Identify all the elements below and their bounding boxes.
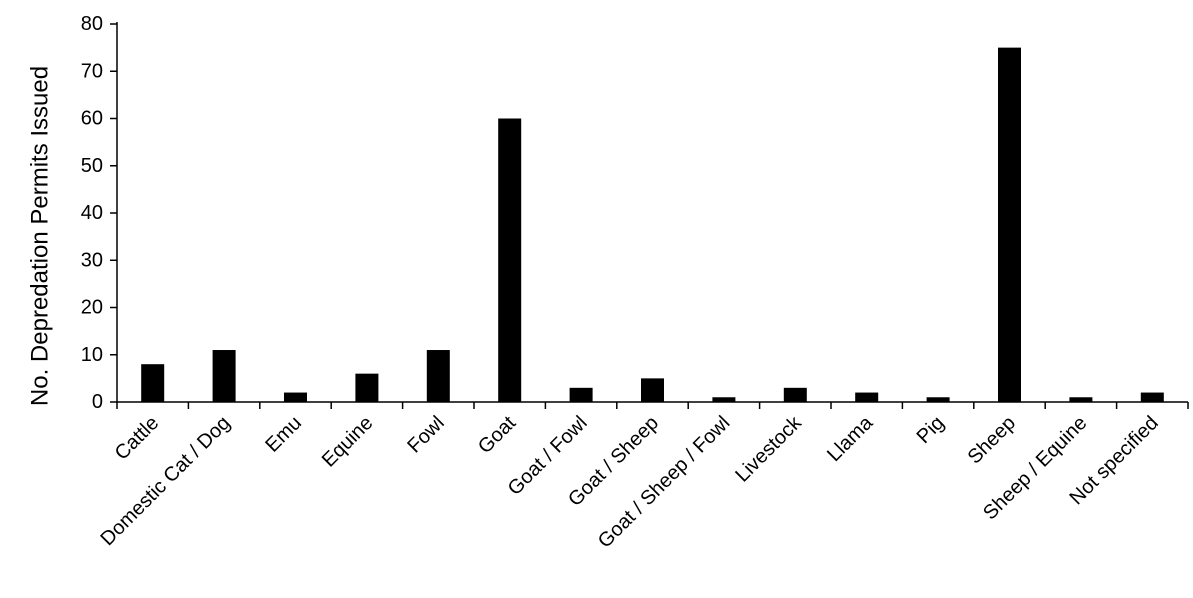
y-tick-label-60: 60 [81,108,103,130]
y-tick-label-50: 50 [81,155,103,177]
y-tick-label-40: 40 [81,202,103,224]
x-tick-label-sheep: Sheep [964,412,1020,468]
bar-goat-sheep [641,378,664,403]
bar-livestock [783,387,807,402]
x-tick-label-llama: Llama [823,411,878,466]
x-tick-label-livestock: Livestock [731,411,806,486]
bar-sheep-equine [1069,397,1093,402]
bar-equine [355,373,379,402]
x-tick-label-goat-sheep-fowl: Goat / Sheep / Fowl [594,412,735,553]
bar-goat [498,118,522,402]
bar-goat-sheep-fowl [712,397,736,402]
bar-fowl [426,350,450,402]
bar-goat-fowl [569,387,593,402]
y-tick-label-10: 10 [81,344,103,366]
bar-emu [284,392,307,402]
x-tick-label-pig: Pig [913,412,949,448]
axes-group [116,22,1188,403]
bar-not-specified [1140,392,1164,402]
x-tick-label-emu: Emu [261,412,306,457]
y-tick-label-20: 20 [81,297,103,319]
y-tick-label-80: 80 [81,13,103,35]
bar-pig [926,397,950,402]
bar-sheep [998,47,1021,403]
y-axis-title: No. Depredation Permits Issued [27,66,54,406]
y-tick-label-70: 70 [81,60,103,82]
x-tick-label-fowl: Fowl [403,412,448,457]
x-tick-label-domestic-cat-dog: Domestic Cat / Dog [96,412,234,550]
bar-llama [855,392,879,402]
bar-cattle [141,364,165,402]
y-ticks-group: 0 10 20 30 40 50 60 70 80 [81,13,117,413]
x-tick-label-equine: Equine [318,412,378,472]
bar-domestic-cat-dog [212,350,236,402]
x-tick-label-cattle: Cattle [111,412,164,465]
x-tick-label-goat: Goat [474,412,521,459]
y-tick-label-30: 30 [81,249,103,271]
y-tick-label-0: 0 [92,391,103,413]
bars-group [141,47,1164,403]
